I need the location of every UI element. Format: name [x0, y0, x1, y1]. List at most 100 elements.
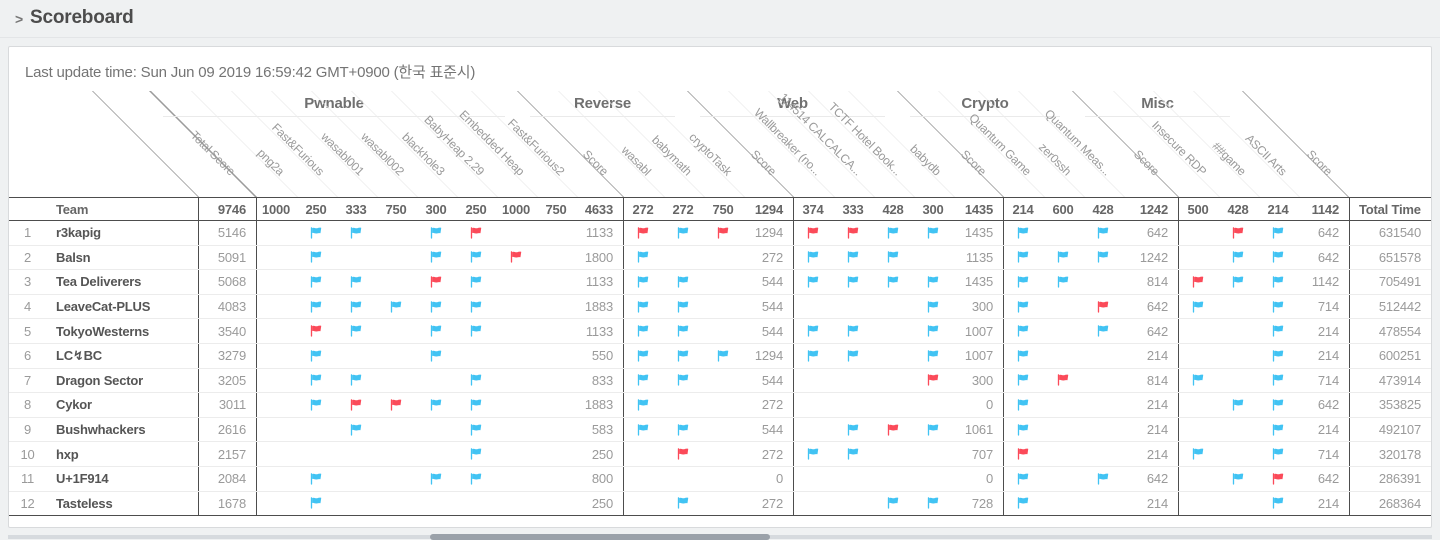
solve-cell [703, 221, 743, 245]
solved-flag-icon [429, 398, 443, 412]
team-category-score: 1135 [965, 249, 993, 265]
solve-cell [623, 246, 663, 270]
team-name[interactable]: LC↯BC [56, 347, 102, 363]
solved-flag-icon [309, 349, 323, 363]
team-name[interactable]: Bushwhackers [56, 422, 146, 438]
team-category-score: 642 [1317, 397, 1339, 413]
solved-flag-icon [1191, 300, 1205, 314]
solve-cell [536, 319, 576, 343]
solve-cell [416, 393, 456, 417]
solved-flag-icon [886, 226, 900, 240]
team-name[interactable]: Balsn [56, 249, 91, 265]
solve-cell [296, 344, 336, 368]
solve-cell [793, 467, 833, 491]
solved-flag-icon [676, 300, 690, 314]
category-max-score: 1142 [1311, 201, 1340, 217]
team-total-score: 3279 [198, 344, 256, 368]
solve-cell [833, 295, 873, 319]
team-category-score: 300 [971, 299, 993, 315]
solved-flag-icon [309, 472, 323, 486]
team-name[interactable]: U+1F914 [56, 471, 109, 487]
solve-cell [376, 467, 416, 491]
solve-cell [336, 467, 376, 491]
team-total-time: 631540 [1349, 221, 1431, 245]
solve-cell [496, 369, 536, 393]
solve-cell [376, 221, 416, 245]
solve-cell [456, 344, 496, 368]
total-time-header: Total Time [1349, 198, 1431, 220]
first-blood-flag-icon [1096, 300, 1110, 314]
solved-flag-icon [636, 349, 650, 363]
solve-cell [623, 319, 663, 343]
team-rank: 2 [23, 249, 32, 265]
solved-flag-icon [1271, 324, 1285, 338]
solve-cell [296, 221, 336, 245]
first-blood-flag-icon [349, 398, 363, 412]
solve-cell [416, 344, 456, 368]
solve-cell [1178, 344, 1218, 368]
team-name[interactable]: Tasteless [56, 495, 113, 511]
solve-cell [536, 467, 576, 491]
solved-flag-icon [349, 275, 363, 289]
horizontal-scrollbar-thumb[interactable] [430, 534, 770, 540]
team-name[interactable]: LeaveCat-PLUS [56, 299, 151, 315]
solved-flag-icon [469, 275, 483, 289]
solve-cell [376, 393, 416, 417]
challenge-points: 600 [1052, 201, 1074, 217]
solve-cell [536, 221, 576, 245]
team-name[interactable]: Tea Deliverers [56, 274, 142, 290]
solve-cell [456, 467, 496, 491]
challenge-points: 300 [425, 201, 447, 217]
solve-cell [336, 319, 376, 343]
solved-flag-icon [676, 423, 690, 437]
solve-cell [623, 393, 663, 417]
team-name[interactable]: Dragon Sector [56, 372, 143, 388]
solve-cell [703, 369, 743, 393]
solve-cell [416, 492, 456, 516]
solved-flag-icon [926, 349, 940, 363]
team-category-score: 214 [1317, 323, 1339, 339]
team-row: 10 hxp 2157 250 272 707 214 714 320178 [9, 442, 1431, 467]
solve-cell [1003, 492, 1043, 516]
solve-cell [1083, 393, 1123, 417]
solved-flag-icon [1016, 300, 1030, 314]
solve-cell [623, 369, 663, 393]
solve-cell [833, 221, 873, 245]
team-name[interactable]: Cykor [56, 397, 92, 413]
solved-flag-icon [1016, 373, 1030, 387]
team-row: 8 Cykor 3011 1883 272 0 214 642 353825 [9, 393, 1431, 418]
team-category-score: 214 [1317, 348, 1339, 364]
solve-cell [833, 246, 873, 270]
team-category-score: 642 [1317, 249, 1339, 265]
team-total-time: 353825 [1349, 393, 1431, 417]
challenge-points: 250 [465, 201, 487, 217]
team-name[interactable]: hxp [56, 446, 79, 462]
team-rank: 5 [23, 323, 32, 339]
solve-cell [296, 393, 336, 417]
solve-cell [536, 295, 576, 319]
team-name[interactable]: r3kapig [56, 225, 101, 241]
team-name[interactable]: TokyoWesterns [56, 323, 150, 339]
solved-flag-icon [1271, 349, 1285, 363]
solve-cell [536, 492, 576, 516]
solved-flag-icon [1096, 324, 1110, 338]
solve-cell [703, 492, 743, 516]
solve-cell [703, 442, 743, 466]
solve-cell [623, 442, 663, 466]
solve-cell [873, 369, 913, 393]
first-blood-flag-icon [886, 423, 900, 437]
solve-cell [1043, 442, 1083, 466]
challenge-points: 333 [842, 201, 864, 217]
solve-cell [456, 418, 496, 442]
solve-cell [1178, 369, 1218, 393]
team-category-score: 214 [1317, 422, 1339, 438]
solve-cell [336, 418, 376, 442]
team-category-score: 714 [1317, 372, 1339, 388]
team-category-score: 544 [761, 372, 783, 388]
solve-cell [703, 344, 743, 368]
team-rank: 4 [23, 299, 32, 315]
team-category-score: 214 [1146, 348, 1168, 364]
solved-flag-icon [926, 496, 940, 510]
solve-cell [833, 270, 873, 294]
solve-cell [1218, 344, 1258, 368]
